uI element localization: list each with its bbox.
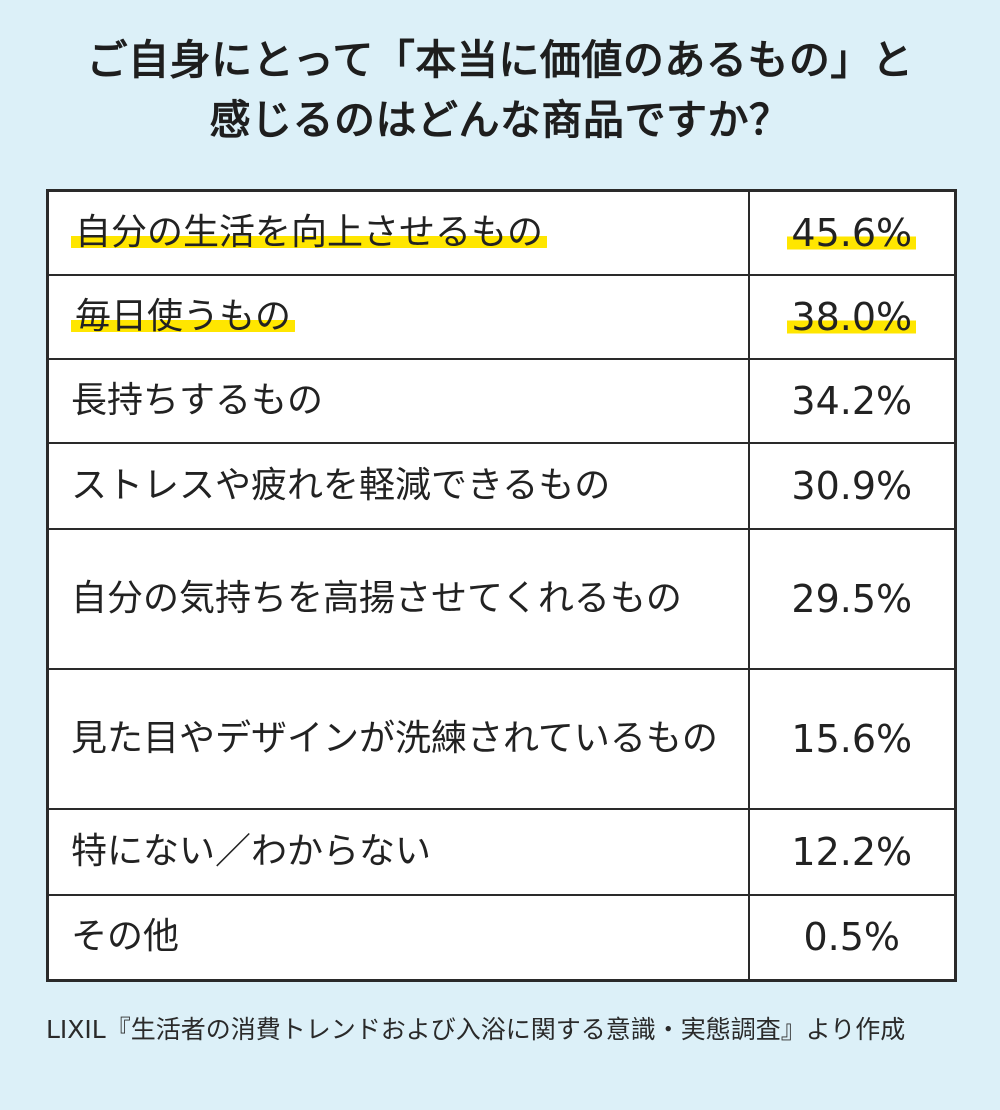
row-label: 毎日使うもの bbox=[71, 295, 296, 337]
row-value: 45.6% bbox=[787, 210, 917, 255]
row-value: 15.6% bbox=[791, 716, 913, 761]
row-label: 特にない／わからない bbox=[71, 830, 432, 872]
row-value: 30.9% bbox=[791, 463, 913, 508]
row-value-cell: 15.6% bbox=[747, 667, 957, 810]
table-row: 自分の気持ちを高揚させてくれるもの 29.5% bbox=[46, 527, 957, 670]
row-value: 29.5% bbox=[791, 576, 913, 621]
table-row: その他 0.5% bbox=[46, 893, 957, 982]
row-label-cell: 特にない／わからない bbox=[46, 807, 750, 896]
row-value: 34.2% bbox=[791, 378, 913, 423]
row-label-cell: 見た目やデザインが洗練されているもの bbox=[46, 667, 750, 810]
row-label-cell: 毎日使うもの bbox=[46, 273, 750, 360]
row-value-cell: 29.5% bbox=[747, 527, 957, 670]
row-value-cell: 12.2% bbox=[747, 807, 957, 896]
row-value-cell: 30.9% bbox=[747, 441, 957, 530]
row-label: 見た目やデザインが洗練されているもの bbox=[71, 717, 718, 759]
row-label-cell: 長持ちするもの bbox=[46, 357, 750, 444]
row-value: 38.0% bbox=[787, 294, 917, 339]
row-label: 自分の生活を向上させるもの bbox=[71, 211, 548, 253]
table-row: 見た目やデザインが洗練されているもの 15.6% bbox=[46, 667, 957, 810]
table-row: 特にない／わからない 12.2% bbox=[46, 807, 957, 896]
row-label: 長持ちするもの bbox=[71, 379, 324, 421]
row-label-cell: 自分の生活を向上させるもの bbox=[46, 189, 750, 276]
row-value: 12.2% bbox=[791, 829, 913, 874]
row-value: 0.5% bbox=[803, 915, 901, 960]
table-row: 毎日使うもの 38.0% bbox=[46, 273, 957, 360]
title-line-1: ご自身にとって「本当に価値のあるもの」と bbox=[86, 36, 914, 84]
row-label: 自分の気持ちを高揚させてくれるもの bbox=[71, 577, 682, 619]
row-label-cell: その他 bbox=[46, 893, 750, 982]
survey-table-body: 自分の生活を向上させるもの 45.6% 毎日使うもの 38.0% 長持ちするもの 34.2… bbox=[46, 189, 957, 982]
title-line-2: 感じるのはどんな商品ですか？ bbox=[209, 96, 791, 144]
chart-title: ご自身にとって「本当に価値のあるもの」と 感じるのはどんな商品ですか？ bbox=[0, 30, 1000, 150]
survey-table: 自分の生活を向上させるもの 45.6% 毎日使うもの 38.0% 長持ちするもの 34.2… bbox=[46, 189, 957, 982]
row-label-cell: 自分の気持ちを高揚させてくれるもの bbox=[46, 527, 750, 670]
table-row: ストレスや疲れを軽減できるもの 30.9% bbox=[46, 441, 957, 530]
row-value-cell: 45.6% bbox=[747, 189, 957, 276]
row-label-cell: ストレスや疲れを軽減できるもの bbox=[46, 441, 750, 530]
row-value-cell: 38.0% bbox=[747, 273, 957, 360]
source-note: LIXIL『生活者の消費トレンドおよび入浴に関する意識・実態調査』より作成 bbox=[46, 1015, 906, 1044]
table-row: 自分の生活を向上させるもの 45.6% bbox=[46, 189, 957, 276]
table-row: 長持ちするもの 34.2% bbox=[46, 357, 957, 444]
row-value-cell: 0.5% bbox=[747, 893, 957, 982]
row-label: ストレスや疲れを軽減できるもの bbox=[71, 464, 611, 506]
row-value-cell: 34.2% bbox=[747, 357, 957, 444]
row-label: その他 bbox=[71, 916, 180, 958]
